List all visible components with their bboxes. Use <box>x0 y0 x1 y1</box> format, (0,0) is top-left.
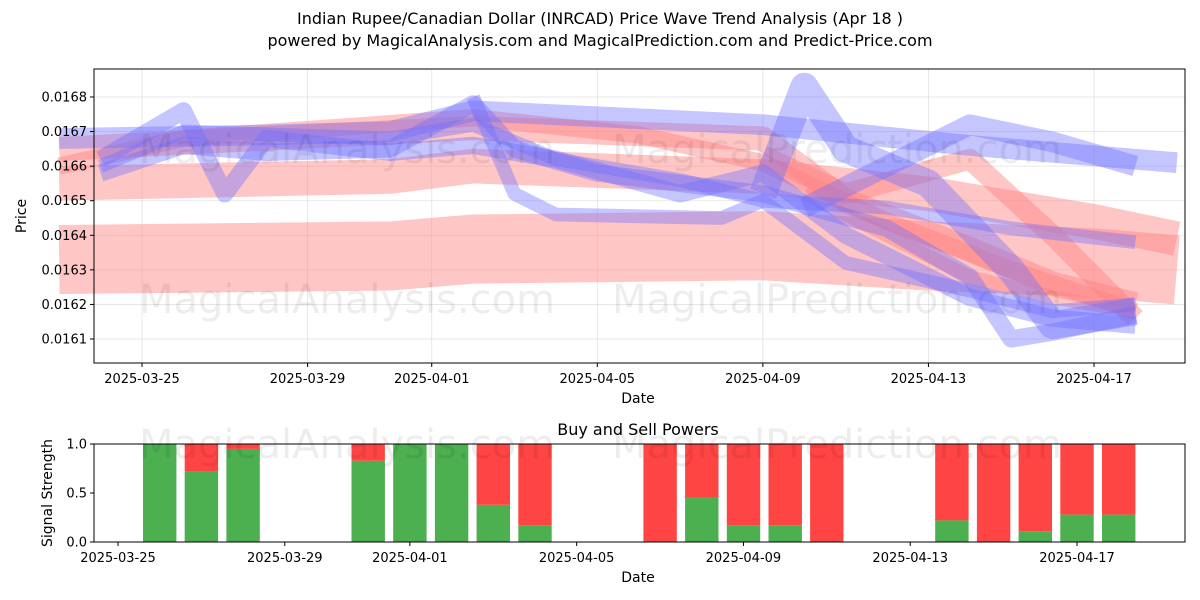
y-tick-label: 0.0164 <box>42 229 88 244</box>
watermark-text: MagicalPrediction.com <box>612 422 1062 468</box>
sell-bar <box>1060 444 1094 515</box>
sell-bar <box>810 444 844 542</box>
red-wave-band <box>58 148 1181 256</box>
powers-y-axis-label: Signal Strength <box>40 439 56 547</box>
buy-bar <box>935 520 969 542</box>
sell-bar <box>1018 444 1052 532</box>
y-tick-label: 0.0167 <box>42 125 88 140</box>
blue-wave-band <box>97 95 1138 348</box>
watermark-text: MagicalAnalysis.com <box>139 422 555 468</box>
x-tick-label: 2025-04-05 <box>539 551 615 566</box>
red-wave-band <box>801 187 1137 319</box>
red-wave-band <box>57 109 1139 320</box>
price-plot-frame <box>93 68 1186 364</box>
buy-bar <box>1102 514 1136 542</box>
y-tick-label: 0.0163 <box>42 263 88 278</box>
price-grid <box>94 69 1185 363</box>
price-y-axis-label: Price <box>14 199 30 233</box>
sell-bar <box>184 444 219 472</box>
x-tick-label: 2025-04-17 <box>1039 551 1115 566</box>
price-watermarks: MagicalAnalysis.com MagicalPrediction.co… <box>139 127 1062 323</box>
buy-bar <box>1018 531 1052 542</box>
sell-bar <box>768 444 802 526</box>
x-tick-label: 2025-03-29 <box>270 372 346 387</box>
y-tick-label: 0.0168 <box>42 91 88 106</box>
price-wave-bands <box>57 72 1181 348</box>
buy-bar <box>476 504 510 542</box>
x-tick-label: 2025-04-01 <box>372 551 448 566</box>
sell-bar <box>726 444 761 526</box>
y-tick-label: 0.0161 <box>42 333 88 348</box>
red-wave-band <box>58 116 1139 317</box>
price-axes-ticks: 2025-03-25 2025-03-29 2025-04-01 2025-04-05… <box>42 91 1132 388</box>
x-tick-label: 2025-03-29 <box>247 551 323 566</box>
x-tick-label: 2025-04-17 <box>1056 372 1132 387</box>
x-tick-label: 2025-04-09 <box>725 372 801 387</box>
y-tick-label: 0.0162 <box>42 298 88 313</box>
sell-bar <box>976 444 1011 542</box>
watermark-text: MagicalPrediction.com <box>612 277 1062 323</box>
watermark-text: MagicalAnalysis.com <box>139 277 555 323</box>
y-tick-label: 0.5 <box>66 487 87 502</box>
price-x-axis-label: Date <box>621 391 654 407</box>
buy-bar <box>768 525 802 542</box>
powers-x-axis-label: Date <box>621 570 654 586</box>
blue-wave-band <box>466 94 1137 250</box>
buy-bar <box>226 448 260 542</box>
x-tick-label: 2025-03-25 <box>104 372 180 387</box>
buy-bar <box>351 460 385 542</box>
buy-bar <box>726 525 761 542</box>
sell-bar <box>351 444 385 461</box>
sell-bar <box>1102 444 1136 515</box>
x-tick-label: 2025-03-25 <box>80 551 156 566</box>
sell-bar <box>935 444 969 521</box>
sell-bar <box>518 444 552 526</box>
buy-bar <box>518 525 552 542</box>
buy-bar <box>143 444 177 542</box>
buy-bar <box>685 497 719 542</box>
powers-title: Buy and Sell Powers <box>557 420 719 439</box>
buy-sell-bars <box>143 444 1136 542</box>
powers-watermarks: MagicalAnalysis.com MagicalPrediction.co… <box>139 422 1062 468</box>
x-tick-label: 2025-04-05 <box>560 372 636 387</box>
watermark-text: MagicalAnalysis.com <box>139 127 555 173</box>
sell-bar <box>476 444 510 505</box>
y-tick-label: 0.0166 <box>42 160 88 175</box>
sell-bar <box>226 444 260 449</box>
buy-bar <box>434 444 469 542</box>
y-tick-label: 1.0 <box>66 438 87 453</box>
blue-wave-band <box>749 72 1138 340</box>
red-wave-band <box>758 146 1143 326</box>
chart-title: Indian Rupee/Canadian Dollar (INRCAD) Pr… <box>297 9 903 28</box>
blue-wave-band <box>799 114 1139 217</box>
blue-wave-band <box>96 102 1137 334</box>
x-tick-label: 2025-04-09 <box>706 551 782 566</box>
y-tick-label: 0.0165 <box>42 194 88 209</box>
y-tick-label: 0.0 <box>66 536 87 551</box>
x-tick-label: 2025-04-13 <box>891 372 967 387</box>
chart-subtitle: powered by MagicalAnalysis.com and Magic… <box>267 31 933 50</box>
x-tick-label: 2025-04-13 <box>872 551 948 566</box>
sell-bar <box>685 444 719 498</box>
red-wave-band <box>58 211 1180 305</box>
buy-bar <box>393 444 427 542</box>
blue-wave-band <box>97 117 1136 319</box>
blue-wave-band <box>59 100 1178 174</box>
x-tick-label: 2025-04-01 <box>394 372 470 387</box>
sell-bar <box>643 444 677 542</box>
powers-axes-ticks: 2025-03-25 2025-03-29 2025-04-01 2025-04-05… <box>66 438 1114 567</box>
buy-bar <box>184 471 219 542</box>
buy-bar <box>1060 514 1094 542</box>
watermark-text: MagicalPrediction.com <box>612 127 1062 173</box>
